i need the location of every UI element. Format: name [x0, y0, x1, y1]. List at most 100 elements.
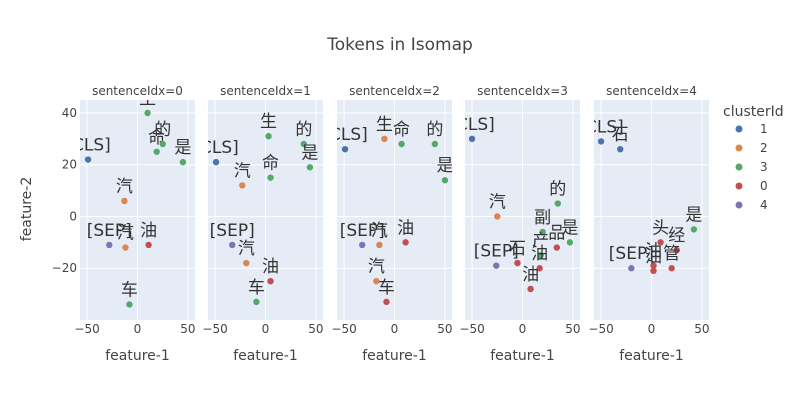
data-point	[690, 226, 698, 233]
legend-marker	[735, 201, 743, 209]
point-label: 是	[561, 218, 578, 238]
point-label: 车	[121, 280, 138, 300]
point-label: [SEP]	[340, 221, 385, 241]
x-tick-label: 50	[308, 322, 323, 336]
point-label: [SEP]	[210, 221, 255, 241]
point-label: [SEP]	[609, 244, 654, 264]
data-point	[212, 158, 220, 166]
legend-marker	[735, 182, 743, 190]
data-point	[243, 259, 250, 267]
x-tick-label: 0	[262, 322, 270, 336]
facet-title: sentenceIdx=1	[220, 84, 311, 98]
legend-marker	[735, 163, 743, 171]
data-point	[84, 156, 92, 163]
data-point	[306, 164, 314, 171]
point-label: 是	[174, 138, 191, 158]
x-tick-label: 50	[565, 322, 580, 336]
x-axis-label: feature-1	[490, 348, 555, 364]
data-point	[265, 133, 272, 140]
data-point	[431, 140, 439, 148]
facet-panel-4: sentenceIdx=4 −50 0 50 feature-1 [CLS]石是头 经 [SE…	[588, 84, 709, 364]
point-label: [CLS]	[65, 136, 110, 156]
data-point	[106, 241, 113, 249]
data-point	[144, 109, 151, 117]
x-tick-label: 50	[694, 322, 709, 336]
point-label: 汽	[234, 161, 251, 181]
point-label: 汽	[368, 257, 385, 277]
y-tick-label: 40	[62, 106, 77, 120]
data-point	[494, 213, 501, 220]
point-label: 经	[668, 226, 685, 246]
data-point	[441, 177, 449, 184]
point-label: 油	[262, 257, 279, 277]
data-point	[527, 285, 534, 293]
y-tick-label: 20	[62, 158, 77, 172]
x-axis-label: feature-1	[619, 348, 684, 364]
legend-label: 1	[760, 122, 768, 136]
x-tick-label: 50	[180, 322, 195, 336]
point-label: 头	[652, 218, 669, 238]
data-point	[402, 239, 409, 246]
point-label: 汽	[489, 192, 506, 212]
data-point	[159, 140, 166, 148]
data-point	[668, 265, 675, 272]
y-axis-label: feature-2	[19, 177, 35, 242]
x-tick-label: 0	[134, 322, 142, 336]
x-tick-label: 50	[437, 322, 452, 336]
point-label: 油	[397, 218, 414, 238]
legend-label: 4	[760, 198, 768, 212]
point-label: [CLS]	[322, 125, 367, 145]
facet-points: [CLS]石是头 经 [SEP]油 管油	[594, 117, 702, 275]
data-point	[381, 135, 388, 143]
x-tick-label: −50	[459, 322, 484, 336]
x-tick-label: −50	[331, 322, 356, 336]
point-label: 油	[645, 242, 662, 262]
data-point	[628, 265, 635, 272]
facet-panel-2: sentenceIdx=2 −50 0 50 feature-1 [CLS] 生命的是 [SE…	[322, 84, 453, 364]
data-point	[126, 301, 133, 308]
point-label: 石	[509, 239, 526, 259]
legend-label: 2	[760, 141, 768, 155]
point-label: 汽	[116, 177, 133, 197]
data-point	[537, 252, 544, 259]
x-tick-label: 0	[519, 322, 527, 336]
data-point	[267, 174, 274, 181]
point-label: 是	[301, 143, 318, 163]
point-label: 的	[154, 120, 171, 140]
point-label: 命	[262, 154, 279, 174]
facet-points: [CLS]生命的是[SEP]汽 油汽车	[322, 115, 453, 306]
data-point	[539, 228, 546, 236]
legend-marker	[735, 125, 743, 133]
point-label: 的	[295, 120, 312, 140]
data-point	[373, 277, 380, 285]
point-label: 生	[376, 115, 393, 135]
facet-points: [CLS]生 的是汽 命[SEP]汽油车	[208, 112, 318, 306]
point-label: 命	[393, 120, 410, 140]
point-label: 生	[139, 89, 156, 109]
legend: clusterId 1 2 3 0 4	[723, 104, 784, 212]
x-tick-label: −50	[588, 322, 613, 336]
legend-label: 0	[760, 179, 768, 193]
facet-title: sentenceIdx=3	[477, 84, 568, 98]
point-label: 管	[663, 244, 680, 264]
point-label: 油	[522, 265, 539, 285]
facet-panels: sentenceIdx=0 −50 0 50 feature-1 −20 0 20 40 [CLS…	[52, 84, 710, 364]
data-point	[376, 241, 383, 249]
point-label: 是	[436, 156, 453, 176]
data-point	[673, 246, 680, 254]
legend-title: clusterId	[723, 104, 784, 120]
point-label: 的	[426, 120, 443, 140]
point-label: 车	[378, 278, 395, 298]
x-tick-label: −50	[202, 322, 227, 336]
chart-title: Tokens in Isomap	[326, 35, 473, 55]
data-point	[153, 148, 160, 155]
point-label: [CLS]	[449, 115, 494, 135]
data-point	[383, 298, 390, 306]
data-point	[122, 244, 129, 251]
data-point	[493, 262, 500, 269]
facet-title: sentenceIdx=2	[349, 84, 440, 98]
data-point	[650, 262, 657, 269]
data-point	[341, 145, 349, 153]
